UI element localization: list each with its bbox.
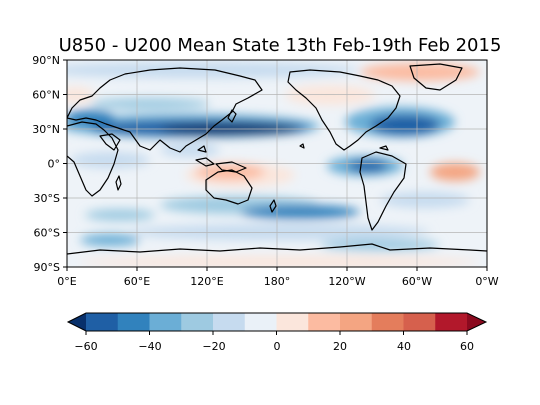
chart-title: U850 - U200 Mean State 13th Feb-19th Feb… [59, 35, 502, 56]
colorbar [66, 312, 488, 335]
colorbar-bin [117, 313, 150, 331]
lon-tick-label: 120°W [328, 275, 365, 288]
map-gridlines [67, 60, 487, 267]
colorbar-bin [371, 313, 404, 331]
colorbar-bin [403, 313, 436, 331]
lat-tick-label: 90°N [32, 54, 60, 67]
colorbar-bin [244, 313, 277, 331]
wind-shear-map [66, 59, 488, 268]
colorbar-bin [149, 313, 182, 331]
colorbar-tick-label: 60 [460, 340, 474, 353]
colorbar-tick-label: 20 [333, 340, 347, 353]
lon-tick-label: 180° [264, 275, 291, 288]
lon-tick-label: 60°E [124, 275, 150, 288]
lat-tick-label: 90°S [34, 261, 60, 274]
lat-axis: 90°N 60°N 30°N 0° 30°S 60°S 90°S [32, 54, 67, 274]
colorbar-tick-label: 40 [397, 340, 411, 353]
colorbar-bin [181, 313, 214, 331]
lon-tick-label: 0°E [57, 275, 76, 288]
lon-tick-label: 120°E [190, 275, 223, 288]
lat-tick-label: 30°S [34, 192, 60, 205]
coastlines [67, 63, 487, 255]
colorbar-bin [340, 313, 373, 331]
colorbar-tick-label: −20 [202, 340, 225, 353]
lon-tick-label: 0°W [475, 275, 498, 288]
colorbar-bin [308, 313, 341, 331]
colorbar-tick-label: −60 [74, 340, 97, 353]
colorbar-tick-label: 0 [274, 340, 281, 353]
colorbar-bin [276, 313, 309, 331]
colorbar-ticks: −60 −40 −20 0 20 40 60 [74, 340, 474, 353]
lat-tick-label: 60°S [34, 227, 60, 240]
lon-tick-label: 60°W [402, 275, 432, 288]
colorbar-extend-high [467, 313, 486, 331]
colorbar-bin [213, 313, 246, 331]
colorbar-tick-label: −40 [138, 340, 161, 353]
colorbar-bin [435, 313, 468, 331]
colorbar-bin [86, 313, 119, 331]
lon-axis: 0°E 60°E 120°E 180° 120°W 60°W 0°W [57, 267, 499, 288]
lat-tick-label: 0° [48, 158, 61, 171]
colorbar-extend-low [68, 313, 86, 331]
shear-field-shading [67, 62, 480, 267]
lat-tick-label: 30°N [32, 123, 60, 136]
lat-tick-label: 60°N [32, 89, 60, 102]
